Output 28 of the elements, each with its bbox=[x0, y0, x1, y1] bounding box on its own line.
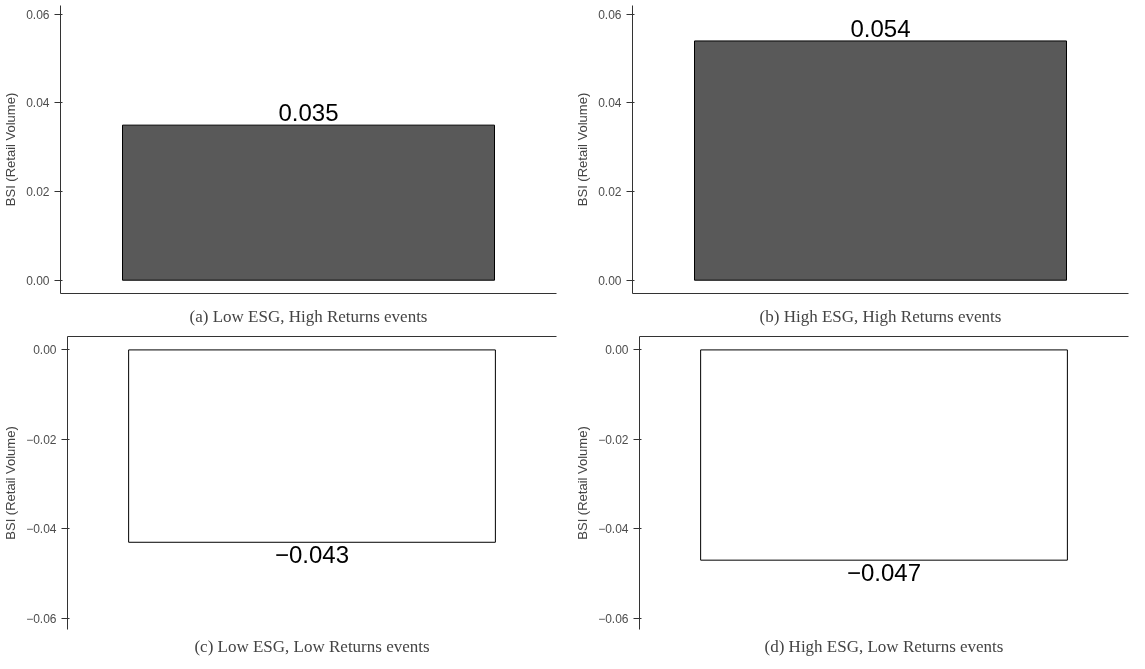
y-tick-label: −0.06 bbox=[598, 611, 629, 626]
y-tick-label: −0.06 bbox=[26, 611, 57, 626]
text: (a) Low ESG, High Returns events bbox=[189, 306, 428, 326]
y-tick-label: 0.00 bbox=[598, 273, 622, 288]
data-label: 0.035 bbox=[278, 99, 339, 127]
y-tick-label: 0.06 bbox=[598, 7, 622, 22]
y-tick-label: 0.00 bbox=[26, 273, 50, 288]
y-tick-label: 0.04 bbox=[598, 96, 622, 111]
y-tick-label: 0.00 bbox=[605, 343, 629, 358]
y-tick-label: −0.04 bbox=[26, 522, 57, 537]
y-tick-label: 0.02 bbox=[26, 185, 50, 200]
data-label: −0.047 bbox=[846, 559, 922, 587]
y-tick-label: −0.04 bbox=[598, 522, 629, 537]
y-tick-label: 0.00 bbox=[33, 343, 57, 358]
y-tick-label: 0.04 bbox=[26, 96, 50, 111]
y-axis-title: BSI (Retail Volume) bbox=[3, 426, 19, 540]
y-axis-title: BSI (Retail Volume) bbox=[575, 426, 591, 540]
y-axis-title: BSI (Retail Volume) bbox=[575, 92, 591, 207]
text: (d) High ESG, Low Returns events bbox=[764, 636, 1004, 656]
data-label: −0.043 bbox=[274, 541, 350, 569]
y-tick-label: −0.02 bbox=[26, 432, 57, 447]
y-tick-label: −0.02 bbox=[598, 432, 629, 447]
y-tick-label: 0.06 bbox=[26, 7, 50, 22]
text: (b) High ESG, High Returns events bbox=[759, 306, 1002, 326]
y-tick-label: 0.02 bbox=[598, 185, 622, 200]
y-axis-title: BSI (Retail Volume) bbox=[3, 92, 19, 207]
data-label: 0.054 bbox=[850, 14, 911, 42]
text: (c) Low ESG, Low Returns events bbox=[194, 636, 430, 656]
